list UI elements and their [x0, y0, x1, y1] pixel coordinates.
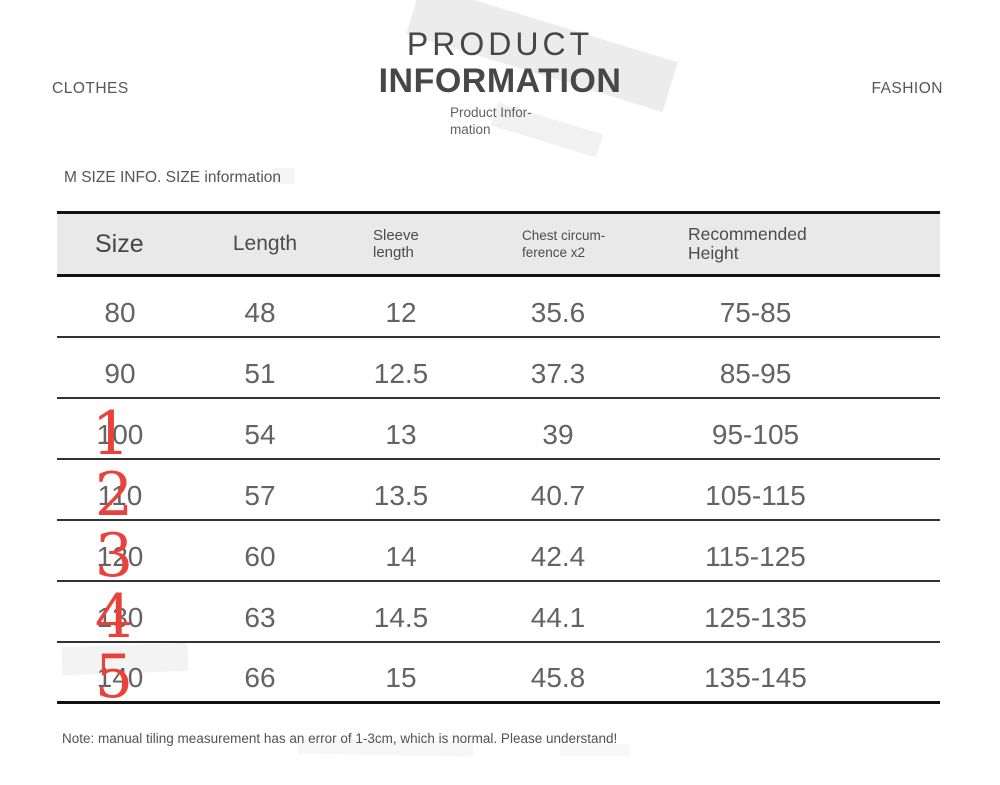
column-header-length: Length	[232, 232, 298, 255]
size-value: 100	[96, 418, 144, 450]
column-header-size: Size	[95, 229, 144, 258]
size-info-heading: M SIZE INFO. SIZE information	[64, 169, 282, 186]
sleeve-value: 12.5	[373, 357, 429, 389]
size-value: 140	[96, 662, 144, 693]
table-row: 80 48 12 35.6 75-85	[57, 277, 940, 338]
column-header-sleeve-length: Sleeve length	[373, 227, 419, 261]
length-value: 48	[244, 296, 276, 328]
column-header-recommended-height: Recommended Height	[688, 224, 807, 263]
chest-value: 40.7	[530, 479, 586, 511]
page-title-line1: PRODUCT	[406, 26, 594, 62]
sleeve-value: 12	[385, 296, 417, 328]
table-row: 90 51 12.5 37.3 85-95	[57, 338, 940, 399]
red-annotation-digit: 3	[94, 520, 134, 591]
table-row: 110 2 57 13.5 40.7 105-115	[57, 460, 940, 525]
size-value: 110	[97, 479, 143, 511]
table-row: 130 4 63 14.5 44.1 125-135	[57, 582, 940, 647]
length-value: 51	[244, 357, 276, 389]
size-value: 130	[96, 601, 144, 633]
red-annotation-digit: 4	[94, 581, 134, 652]
chest-value: 35.6	[530, 296, 586, 328]
height-value: 135-145	[704, 662, 807, 693]
column-header-chest-circumference: Chest circum- ference x2	[522, 228, 606, 260]
chest-value: 44.1	[530, 601, 586, 633]
size-table-header: Size Length Sleeve length Chest circum- …	[57, 211, 940, 277]
red-annotation-digit: 1	[91, 398, 131, 469]
length-value: 60	[244, 540, 276, 572]
chest-value: 45.8	[530, 662, 586, 693]
size-table: Size Length Sleeve length Chest circum- …	[57, 211, 940, 712]
brand-label-clothes: CLOTHES	[52, 80, 129, 97]
red-annotation-digit: 2	[94, 459, 134, 530]
length-value: 66	[244, 662, 276, 693]
table-row: 120 3 60 14 42.4 115-125	[57, 521, 940, 586]
size-value: 80	[104, 296, 136, 328]
table-row: 100 1 54 13 39 95-105	[57, 399, 940, 464]
chest-value: 37.3	[530, 357, 586, 389]
sleeve-value: 14	[385, 540, 417, 572]
height-value: 75-85	[719, 296, 792, 328]
page-title-line2: INFORMATION	[378, 62, 622, 100]
red-annotation-digit: 5	[94, 642, 134, 712]
height-value: 95-105	[711, 418, 800, 450]
size-value: 90	[104, 357, 136, 389]
height-value: 115-125	[705, 540, 806, 572]
length-value: 57	[244, 479, 276, 511]
height-value: 125-135	[704, 601, 807, 633]
table-row: 140 5 66 15 45.8 135-145	[57, 642, 940, 712]
chest-value: 39	[542, 418, 574, 450]
length-value: 63	[244, 601, 276, 633]
sleeve-value: 14.5	[373, 601, 429, 633]
page-subtitle: Product Infor- mation	[450, 105, 532, 137]
chest-value: 42.4	[530, 540, 586, 572]
sleeve-value: 15	[385, 662, 417, 693]
footer-watermark-smudge-small	[560, 744, 630, 756]
section-watermark-smudge	[272, 168, 294, 184]
page-title: PRODUCT INFORMATION	[0, 26, 1000, 99]
length-value: 54	[244, 418, 276, 450]
size-table-body: 80 48 12 35.6 75-85 90 51 12.5 37.3 85-9…	[57, 277, 940, 712]
height-value: 85-95	[719, 357, 792, 389]
size-value: 120	[96, 540, 144, 572]
height-value: 105-115	[705, 479, 806, 511]
sleeve-value: 13.5	[373, 479, 429, 511]
sleeve-value: 13	[385, 418, 417, 450]
brand-label-fashion: FASHION	[871, 80, 943, 97]
measurement-note: Note: manual tiling measurement has an e…	[62, 731, 618, 746]
